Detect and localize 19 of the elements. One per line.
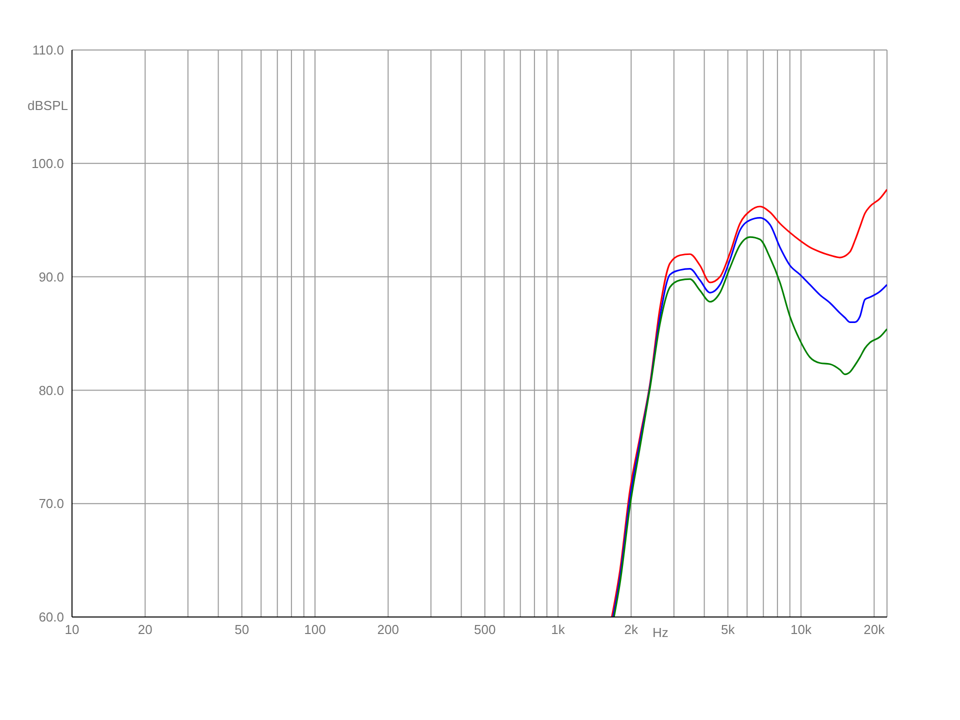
x-tick-label: 5k — [720, 622, 736, 638]
x-tick-label: 20k — [864, 622, 886, 638]
y-tick-label: 110.0 — [32, 42, 64, 58]
x-tick-label: 100 — [304, 622, 326, 638]
y-tick-label: 80.0 — [38, 382, 64, 398]
x-tick-label: 1k — [551, 622, 566, 638]
x-tick-label: 200 — [377, 622, 399, 638]
x-axis-title: Hz — [652, 625, 668, 640]
x-tick-label: 20 — [138, 622, 152, 638]
x-tick-label: 50 — [234, 622, 250, 638]
x-tick-label: 2k — [624, 622, 639, 638]
y-tick-label: 100.0 — [31, 156, 64, 172]
y-tick-label: 60.0 — [38, 610, 64, 625]
y-tick-label: 90.0 — [38, 269, 64, 284]
y-axis-title: dBSPL — [28, 98, 68, 114]
y-tick-label: 70.0 — [38, 496, 64, 512]
x-tick-label: 10k — [790, 622, 812, 638]
x-tick-label: 10 — [64, 622, 80, 638]
x-tick-label: 500 — [474, 622, 496, 638]
